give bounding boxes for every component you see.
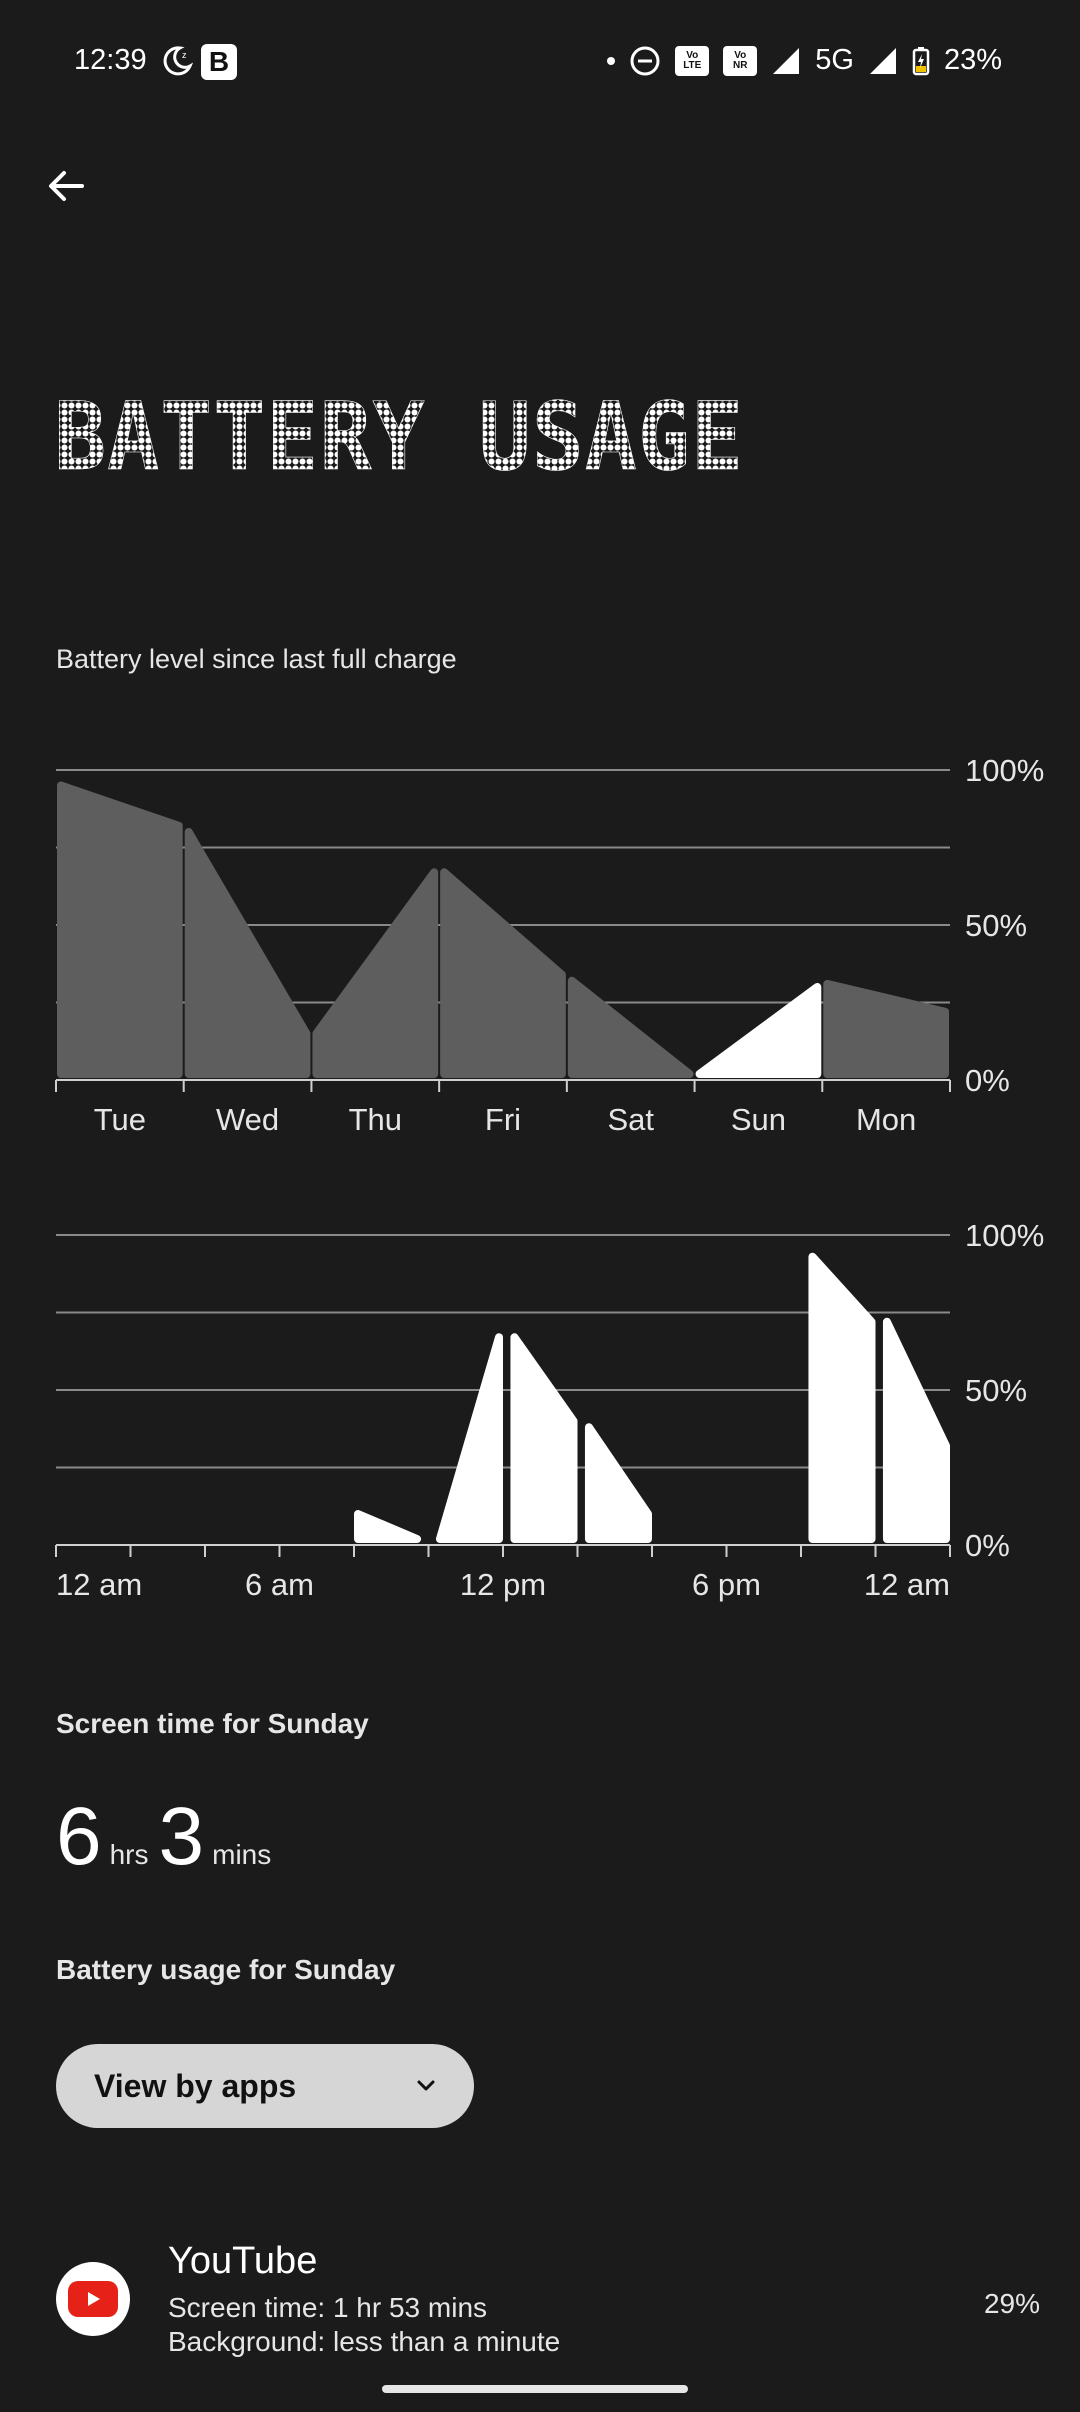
x-tick-label: 12 pm — [460, 1567, 546, 1602]
battery-usage-label: Battery usage for Sunday — [56, 1954, 396, 1985]
bar-sun[interactable] — [695, 983, 822, 1078]
bar-tue[interactable] — [57, 781, 183, 1078]
bar-sat[interactable] — [567, 976, 694, 1078]
signal-sim2-icon — [869, 47, 896, 74]
hour-bar[interactable] — [510, 1333, 578, 1543]
hour-bar[interactable] — [584, 1423, 652, 1543]
bar-fri[interactable] — [440, 868, 566, 1078]
bedtime-moon-icon: z — [163, 46, 194, 76]
x-tick-label: 6 am — [245, 1567, 314, 1602]
volte-sim1-icon: Vo LTE — [675, 45, 710, 76]
youtube-icon — [56, 2262, 130, 2336]
screen-time-mins-unit: mins — [212, 1839, 272, 1870]
y-tick-label: 50% — [965, 1373, 1027, 1408]
app-background-time: Background: less than a minute — [168, 2326, 561, 2357]
x-tick-label: 12 am — [864, 1567, 950, 1602]
signal-sim1-icon — [773, 47, 800, 74]
chevron-down-icon — [417, 2080, 435, 2091]
hour-bar[interactable] — [882, 1317, 950, 1543]
app-row-youtube[interactable]: YouTube Screen time: 1 hr 53 mins Backgr… — [0, 2240, 1080, 2360]
screen-time-hours: 6 — [56, 1791, 102, 1882]
screen-time-hours-unit: hrs — [109, 1839, 149, 1870]
view-by-label: View by apps — [94, 2067, 297, 2104]
hour-bar[interactable] — [435, 1333, 503, 1543]
svg-text:z: z — [182, 50, 187, 60]
y-tick-label: 0% — [965, 1528, 1010, 1563]
view-by-dropdown[interactable]: View by apps — [56, 2044, 474, 2128]
status-icons: Vo LTE Vo NR 5G 23% — [607, 44, 1002, 77]
notification-dot-icon — [607, 56, 616, 65]
bar-wed[interactable] — [184, 828, 311, 1078]
vonr-sim2-icon: Vo NR — [723, 45, 758, 76]
y-tick-label: 0% — [965, 1063, 1010, 1098]
y-tick-label: 100% — [965, 1218, 1044, 1253]
page-title: BATTERY USAGE — [54, 395, 744, 475]
home-gesture-bar[interactable] — [382, 2385, 688, 2393]
x-tick-label: Sun — [731, 1102, 786, 1137]
x-tick-label: Mon — [856, 1102, 916, 1137]
status-bar: 12:39 z B Vo LTE Vo NR 5G 23% — [0, 0, 1080, 125]
screen-time-label: Screen time for Sunday — [56, 1708, 369, 1739]
hour-bar[interactable] — [808, 1252, 876, 1543]
y-tick-label: 50% — [965, 908, 1027, 943]
status-time: 12:39 — [74, 44, 147, 76]
app-name: YouTube — [168, 2240, 318, 2282]
x-tick-label: Wed — [216, 1102, 279, 1137]
do-not-disturb-icon — [630, 46, 660, 75]
y-tick-label: 100% — [965, 753, 1044, 788]
network-type-label: 5G — [815, 44, 854, 76]
x-tick-label: 6 pm — [692, 1567, 761, 1602]
hour-bar[interactable] — [354, 1510, 422, 1543]
screen-time-mins: 3 — [158, 1791, 205, 1882]
bar-mon[interactable] — [823, 979, 949, 1078]
x-tick-label: 12 am — [56, 1567, 142, 1602]
b-notification-icon: B — [201, 44, 237, 80]
screen-time-value: 6 hrs 3 mins — [56, 1796, 281, 1878]
battery-charging-icon — [912, 46, 930, 75]
x-tick-label: Thu — [349, 1102, 402, 1137]
x-tick-label: Tue — [94, 1102, 146, 1137]
app-usage-percent: 29% — [983, 2288, 1040, 2319]
bar-thu[interactable] — [312, 868, 439, 1078]
battery-percent: 23% — [943, 44, 1002, 76]
back-arrow-icon[interactable] — [40, 160, 92, 212]
svg-text:BATTERY USAGE: BATTERY USAGE — [54, 395, 744, 475]
battery-level-subtitle: Battery level since last full charge — [56, 644, 457, 674]
x-tick-label: Sat — [607, 1102, 654, 1137]
x-tick-label: Fri — [485, 1102, 521, 1137]
app-screen-time: Screen time: 1 hr 53 mins — [168, 2292, 488, 2323]
